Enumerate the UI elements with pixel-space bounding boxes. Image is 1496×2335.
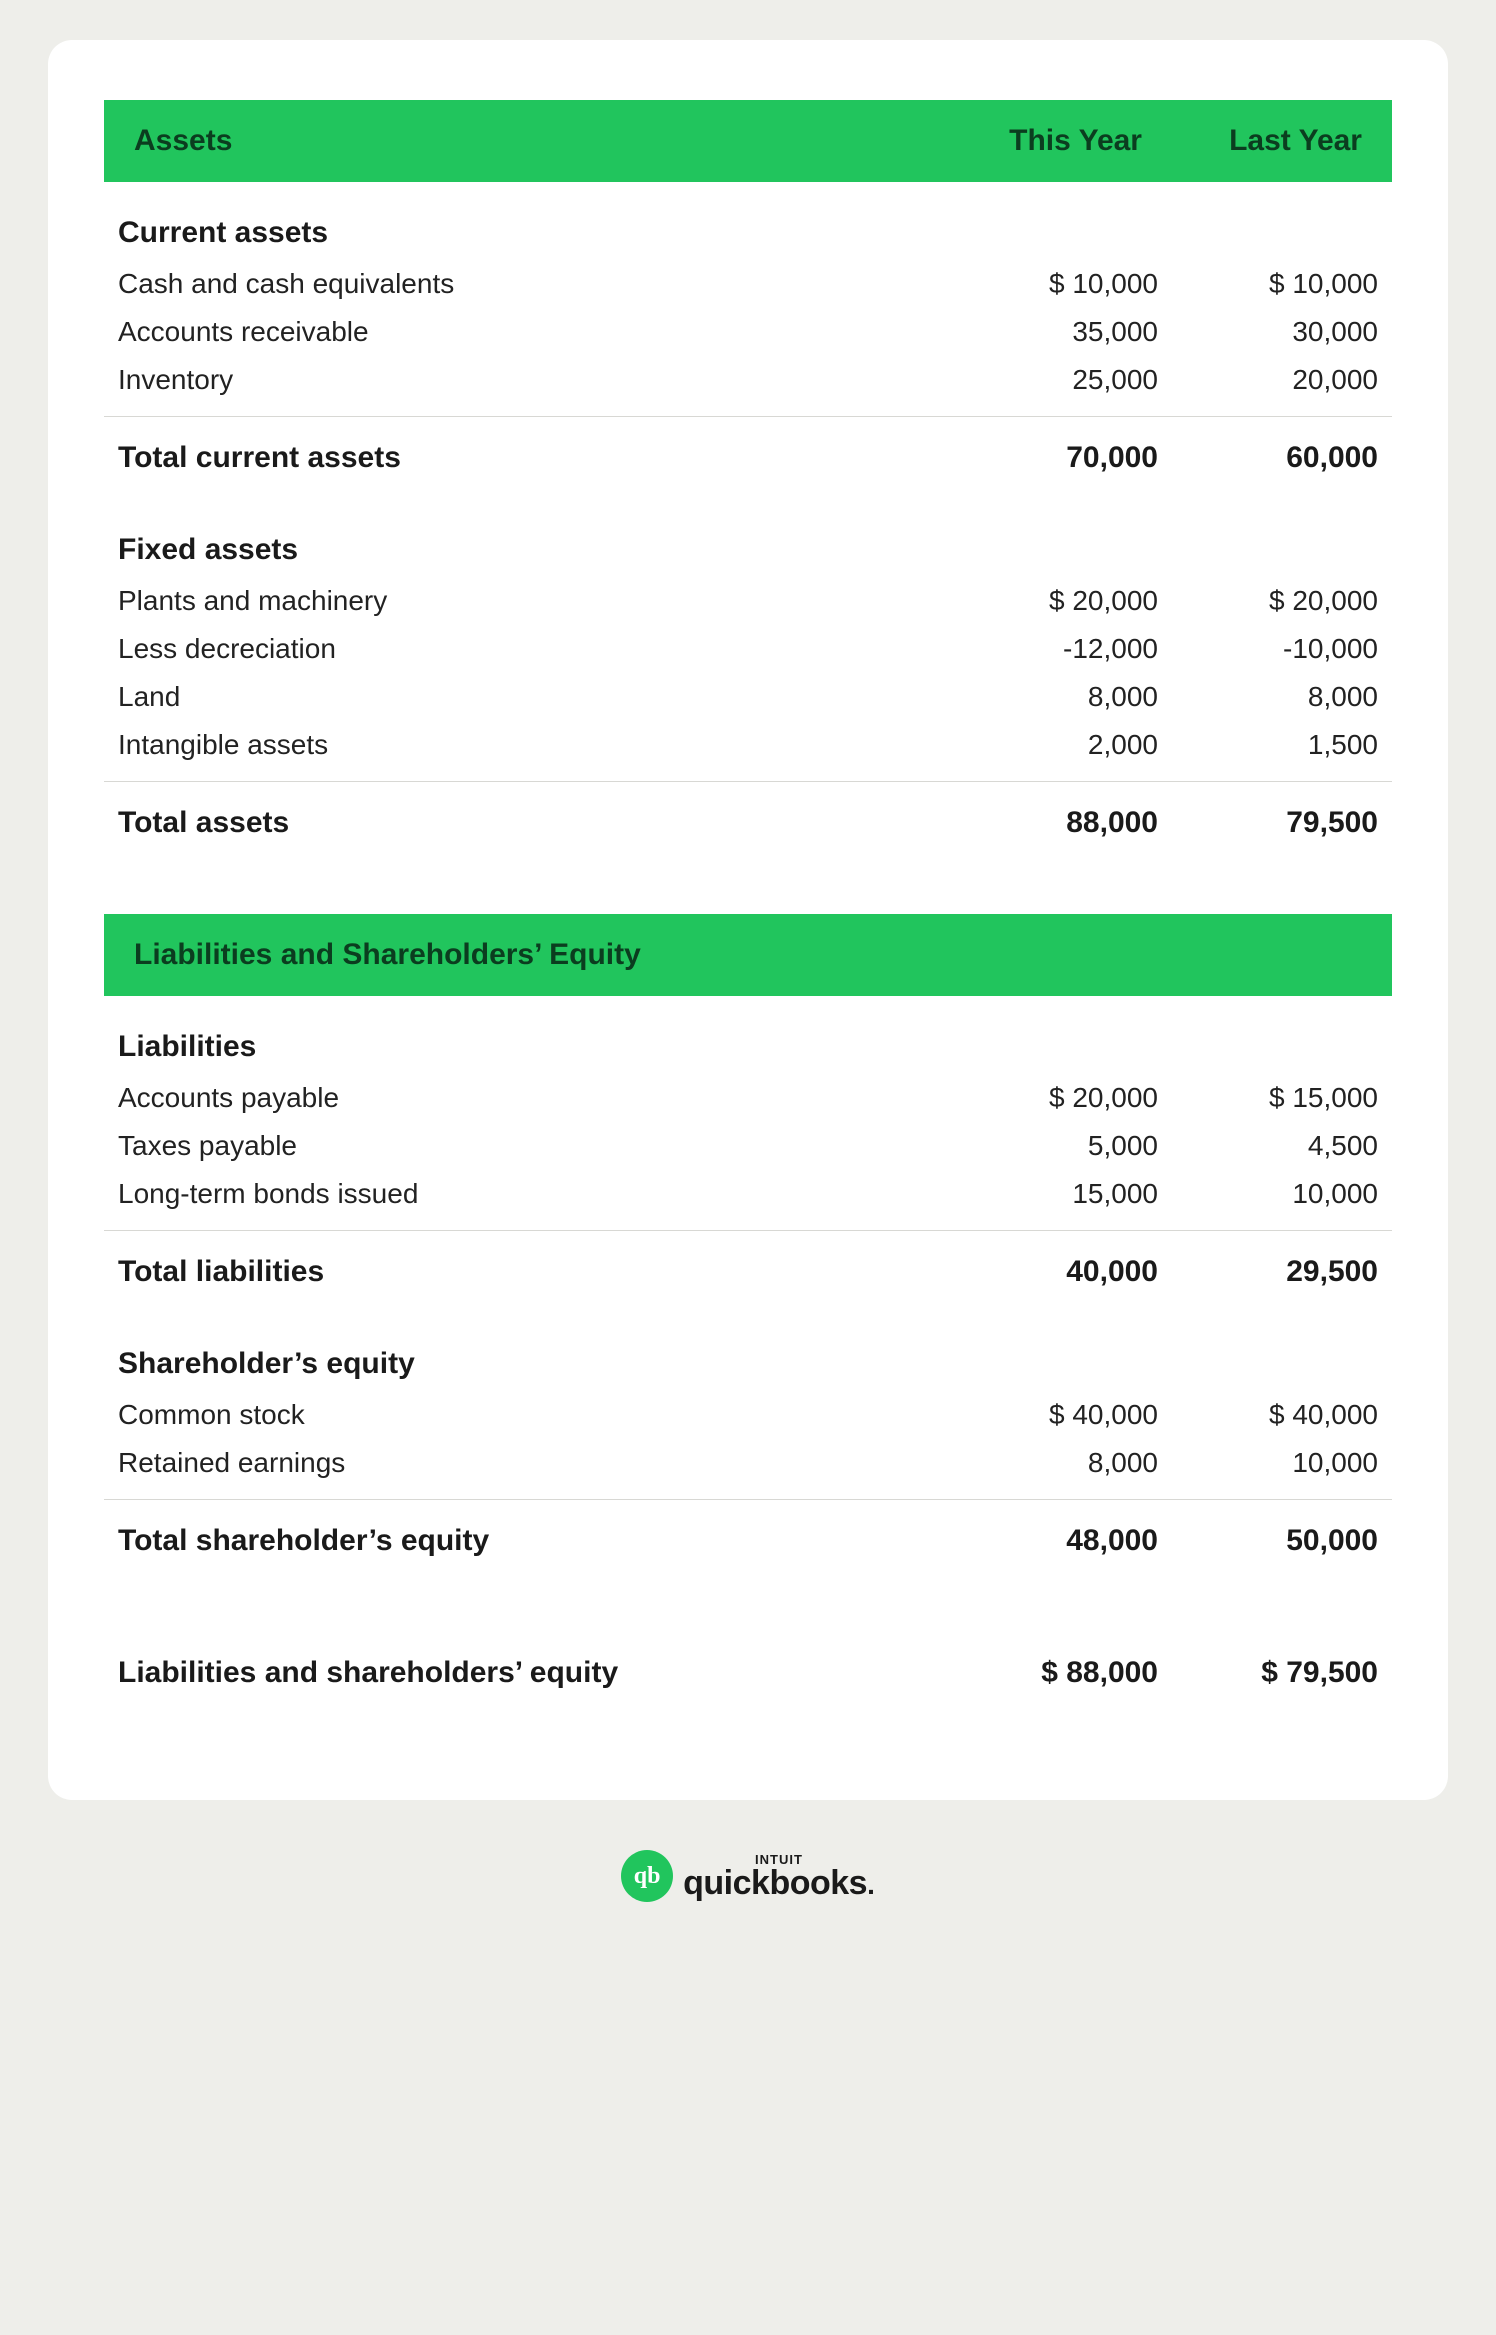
table-row: Taxes payable 5,000 4,500 — [104, 1122, 1392, 1170]
row-last: 10,000 — [1158, 1178, 1378, 1210]
row-this: 2,000 — [938, 729, 1158, 761]
liab-equity-header: Liabilities and Shareholders’ Equity — [104, 914, 1392, 996]
row-this: -12,000 — [938, 633, 1158, 665]
total-last: 79,500 — [1158, 806, 1378, 840]
grand-this: $ 88,000 — [938, 1656, 1158, 1690]
row-this: 15,000 — [938, 1178, 1158, 1210]
product-name: quickbooks — [683, 1864, 867, 1902]
total-current-assets: Total current assets 70,000 60,000 — [104, 416, 1392, 499]
total-this: 88,000 — [938, 806, 1158, 840]
liab-equity-title: Liabilities and Shareholders’ Equity — [134, 938, 1362, 972]
row-this: 25,000 — [938, 364, 1158, 396]
row-label: Plants and machinery — [118, 585, 938, 617]
table-row: Long-term bonds issued 15,000 10,000 — [104, 1170, 1392, 1218]
row-label: Common stock — [118, 1399, 938, 1431]
row-last: 10,000 — [1158, 1447, 1378, 1479]
table-row: Accounts receivable 35,000 30,000 — [104, 308, 1392, 356]
total-last: 29,500 — [1158, 1255, 1378, 1289]
table-row: Inventory 25,000 20,000 — [104, 356, 1392, 404]
table-row: Intangible assets 2,000 1,500 — [104, 721, 1392, 769]
table-row: Land 8,000 8,000 — [104, 673, 1392, 721]
row-label: Inventory — [118, 364, 938, 396]
row-label: Land — [118, 681, 938, 713]
total-label: Total shareholder’s equity — [118, 1524, 938, 1558]
row-this: 35,000 — [938, 316, 1158, 348]
total-label: Total liabilities — [118, 1255, 938, 1289]
total-this: 70,000 — [938, 441, 1158, 475]
qb-badge-icon: qb — [621, 1850, 673, 1902]
row-this: $ 20,000 — [938, 1082, 1158, 1114]
equity-heading: Shareholder’s equity — [104, 1313, 1392, 1391]
row-this: $ 40,000 — [938, 1399, 1158, 1431]
table-row: Plants and machinery $ 20,000 $ 20,000 — [104, 577, 1392, 625]
row-last: -10,000 — [1158, 633, 1378, 665]
row-last: 30,000 — [1158, 316, 1378, 348]
balance-sheet-card: Assets This Year Last Year Current asset… — [48, 40, 1448, 1800]
fixed-assets-heading: Fixed assets — [104, 499, 1392, 577]
row-last: $ 15,000 — [1158, 1082, 1378, 1114]
row-last: $ 40,000 — [1158, 1399, 1378, 1431]
liabilities-heading: Liabilities — [104, 996, 1392, 1074]
total-this: 48,000 — [938, 1524, 1158, 1558]
row-label: Intangible assets — [118, 729, 938, 761]
row-label: Retained earnings — [118, 1447, 938, 1479]
total-last: 60,000 — [1158, 441, 1378, 475]
logo-text: INTUIT quickbooks. — [683, 1853, 875, 1900]
dot: . — [867, 1869, 875, 1900]
row-label: Taxes payable — [118, 1130, 938, 1162]
row-label: Less decreciation — [118, 633, 938, 665]
row-last: $ 20,000 — [1158, 585, 1378, 617]
grand-total: Liabilities and shareholders’ equity $ 8… — [104, 1632, 1392, 1700]
total-assets: Total assets 88,000 79,500 — [104, 781, 1392, 864]
row-this: 8,000 — [938, 681, 1158, 713]
row-label: Cash and cash equivalents — [118, 268, 938, 300]
col-this-year: This Year — [922, 124, 1142, 158]
quickbooks-logo: qb INTUIT quickbooks. — [621, 1850, 875, 1902]
total-label: Total current assets — [118, 441, 938, 475]
assets-title: Assets — [134, 124, 922, 158]
table-row: Cash and cash equivalents $ 10,000 $ 10,… — [104, 260, 1392, 308]
grand-label: Liabilities and shareholders’ equity — [118, 1656, 938, 1690]
table-row: Common stock $ 40,000 $ 40,000 — [104, 1391, 1392, 1439]
col-last-year: Last Year — [1142, 124, 1362, 158]
grand-last: $ 79,500 — [1158, 1656, 1378, 1690]
total-equity: Total shareholder’s equity 48,000 50,000 — [104, 1499, 1392, 1582]
total-last: 50,000 — [1158, 1524, 1378, 1558]
total-this: 40,000 — [938, 1255, 1158, 1289]
row-this: 5,000 — [938, 1130, 1158, 1162]
row-last: 8,000 — [1158, 681, 1378, 713]
table-row: Retained earnings 8,000 10,000 — [104, 1439, 1392, 1487]
row-label: Accounts payable — [118, 1082, 938, 1114]
table-row: Accounts payable $ 20,000 $ 15,000 — [104, 1074, 1392, 1122]
table-row: Less decreciation -12,000 -10,000 — [104, 625, 1392, 673]
row-this: $ 10,000 — [938, 268, 1158, 300]
row-last: 20,000 — [1158, 364, 1378, 396]
branding: qb INTUIT quickbooks. — [40, 1800, 1456, 1912]
current-assets-heading: Current assets — [104, 182, 1392, 260]
row-label: Long-term bonds issued — [118, 1178, 938, 1210]
row-label: Accounts receivable — [118, 316, 938, 348]
total-label: Total assets — [118, 806, 938, 840]
total-liabilities: Total liabilities 40,000 29,500 — [104, 1230, 1392, 1313]
row-this: 8,000 — [938, 1447, 1158, 1479]
row-this: $ 20,000 — [938, 585, 1158, 617]
row-last: 4,500 — [1158, 1130, 1378, 1162]
row-last: 1,500 — [1158, 729, 1378, 761]
assets-header: Assets This Year Last Year — [104, 100, 1392, 182]
row-last: $ 10,000 — [1158, 268, 1378, 300]
badge-text: qb — [634, 1863, 661, 1890]
